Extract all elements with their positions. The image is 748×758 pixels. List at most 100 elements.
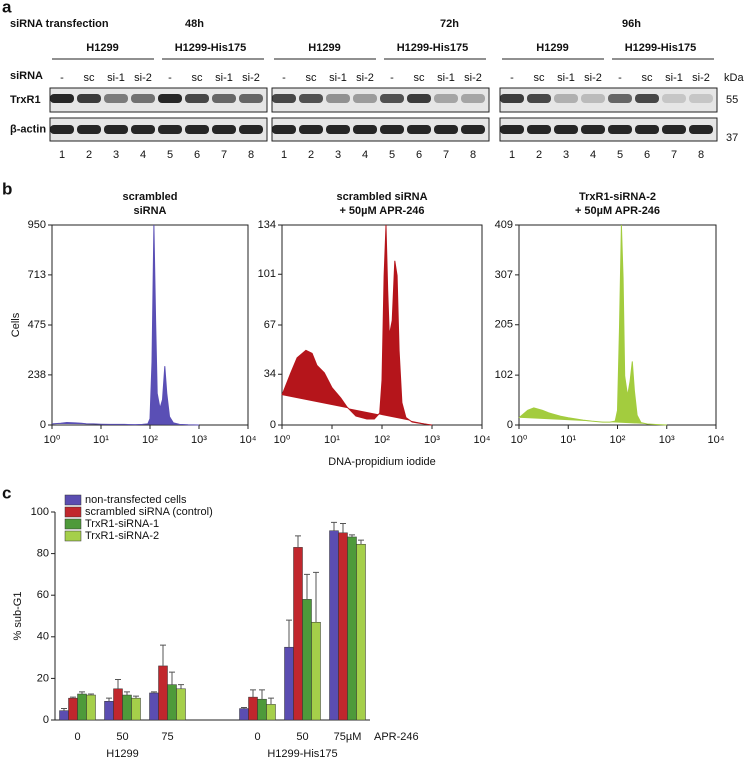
lane-label: si-1 xyxy=(215,72,233,84)
histogram xyxy=(518,224,667,426)
lane-number: 5 xyxy=(167,149,173,161)
chart-title: scrambled xyxy=(122,191,177,203)
lane-label: si-1 xyxy=(557,72,575,84)
error-bar xyxy=(268,697,274,705)
x-tick-label: 0 xyxy=(74,731,80,743)
band xyxy=(500,125,524,134)
lane-number: 5 xyxy=(389,149,395,161)
band xyxy=(581,94,605,103)
error-bar xyxy=(169,671,175,685)
error-bar xyxy=(349,534,355,537)
error-bar xyxy=(295,535,301,548)
kda-marker: 55 xyxy=(726,94,738,106)
band xyxy=(689,125,713,134)
legend-label: non-transfected cells xyxy=(85,494,187,506)
legend-label: TrxR1-siRNA-2 xyxy=(85,530,159,542)
bar xyxy=(257,698,267,721)
x-note: APR-246 xyxy=(374,731,419,743)
error-bar xyxy=(250,689,256,698)
band xyxy=(131,94,155,103)
x-tick-label: 10⁰ xyxy=(511,434,528,446)
band xyxy=(299,125,323,134)
x-tick-label: 10³ xyxy=(424,434,440,446)
x-tick-label: 50 xyxy=(296,731,308,743)
lane-number: 1 xyxy=(281,149,287,161)
legend-swatch xyxy=(64,518,82,530)
lane-number: 2 xyxy=(308,149,314,161)
chart-title: + 50µM APR-246 xyxy=(339,205,424,217)
lane-number: 6 xyxy=(644,149,650,161)
lane-number: 8 xyxy=(248,149,254,161)
y-tick-label: 205 xyxy=(495,319,513,331)
band xyxy=(353,94,377,103)
band xyxy=(158,94,182,103)
band xyxy=(104,94,128,103)
legend-swatch xyxy=(64,506,82,518)
error-bar xyxy=(160,644,166,666)
band xyxy=(158,125,182,134)
lane-label: si-1 xyxy=(107,72,125,84)
bar xyxy=(59,710,69,721)
y-tick-label: 20 xyxy=(37,672,49,684)
histogram xyxy=(281,224,433,426)
sirna-label: siRNA xyxy=(10,70,43,82)
error-bar xyxy=(259,689,265,700)
panel-label: a xyxy=(2,0,12,16)
y-tick-label: 40 xyxy=(37,631,49,643)
y-tick-label: 409 xyxy=(495,219,513,231)
band xyxy=(212,125,236,134)
error-bar xyxy=(241,707,247,709)
bar xyxy=(86,694,96,721)
error-bar xyxy=(124,691,130,696)
histogram xyxy=(51,224,200,426)
x-tick-label: 10¹ xyxy=(560,434,576,446)
bar xyxy=(68,697,78,721)
lane-number: 7 xyxy=(443,149,449,161)
lane-number: 1 xyxy=(59,149,65,161)
bar xyxy=(329,530,339,721)
timepoint: 48h xyxy=(185,18,204,30)
bar xyxy=(347,536,357,721)
y-tick-label: 0 xyxy=(43,714,49,726)
lane-number: 4 xyxy=(140,149,146,161)
x-tick-label: 10⁴ xyxy=(474,434,491,446)
lane-number: 8 xyxy=(470,149,476,161)
legend-label: TrxR1-siRNA-1 xyxy=(85,518,159,530)
error-bar xyxy=(286,619,292,648)
band xyxy=(434,94,458,103)
blot-header: siRNA transfection xyxy=(10,18,109,30)
lane-number: 5 xyxy=(617,149,623,161)
error-bar xyxy=(358,539,364,545)
error-bar xyxy=(340,522,346,533)
band xyxy=(689,94,713,103)
kda-marker: 37 xyxy=(726,132,738,144)
error-bar xyxy=(151,691,157,693)
band xyxy=(662,125,686,134)
y-tick-label: 102 xyxy=(495,369,513,381)
band xyxy=(212,94,236,103)
x-tick-label: 10² xyxy=(142,434,158,446)
band xyxy=(554,94,578,103)
lane-label: si-2 xyxy=(692,72,710,84)
error-bar xyxy=(115,678,121,689)
lane-label: sc xyxy=(534,72,546,84)
lane-label: si-2 xyxy=(134,72,152,84)
band xyxy=(185,94,209,103)
bar xyxy=(302,599,312,721)
lane-number: 8 xyxy=(698,149,704,161)
error-bar xyxy=(178,684,184,689)
x-tick-label: 10¹ xyxy=(324,434,340,446)
x-tick-label: 75µM xyxy=(334,731,362,743)
y-tick-label: 238 xyxy=(28,369,46,381)
lane-label: sc xyxy=(414,72,426,84)
bar xyxy=(356,543,366,721)
y-tick-label: 60 xyxy=(37,589,49,601)
lane-label: si-1 xyxy=(437,72,455,84)
cell-line: H1299-His175 xyxy=(625,42,697,54)
y-tick-label: 950 xyxy=(28,219,46,231)
y-tick-label: 67 xyxy=(264,319,276,331)
y-tick-label: 0 xyxy=(507,419,513,431)
band xyxy=(299,94,323,103)
lane-number: 7 xyxy=(671,149,677,161)
band xyxy=(434,125,458,134)
